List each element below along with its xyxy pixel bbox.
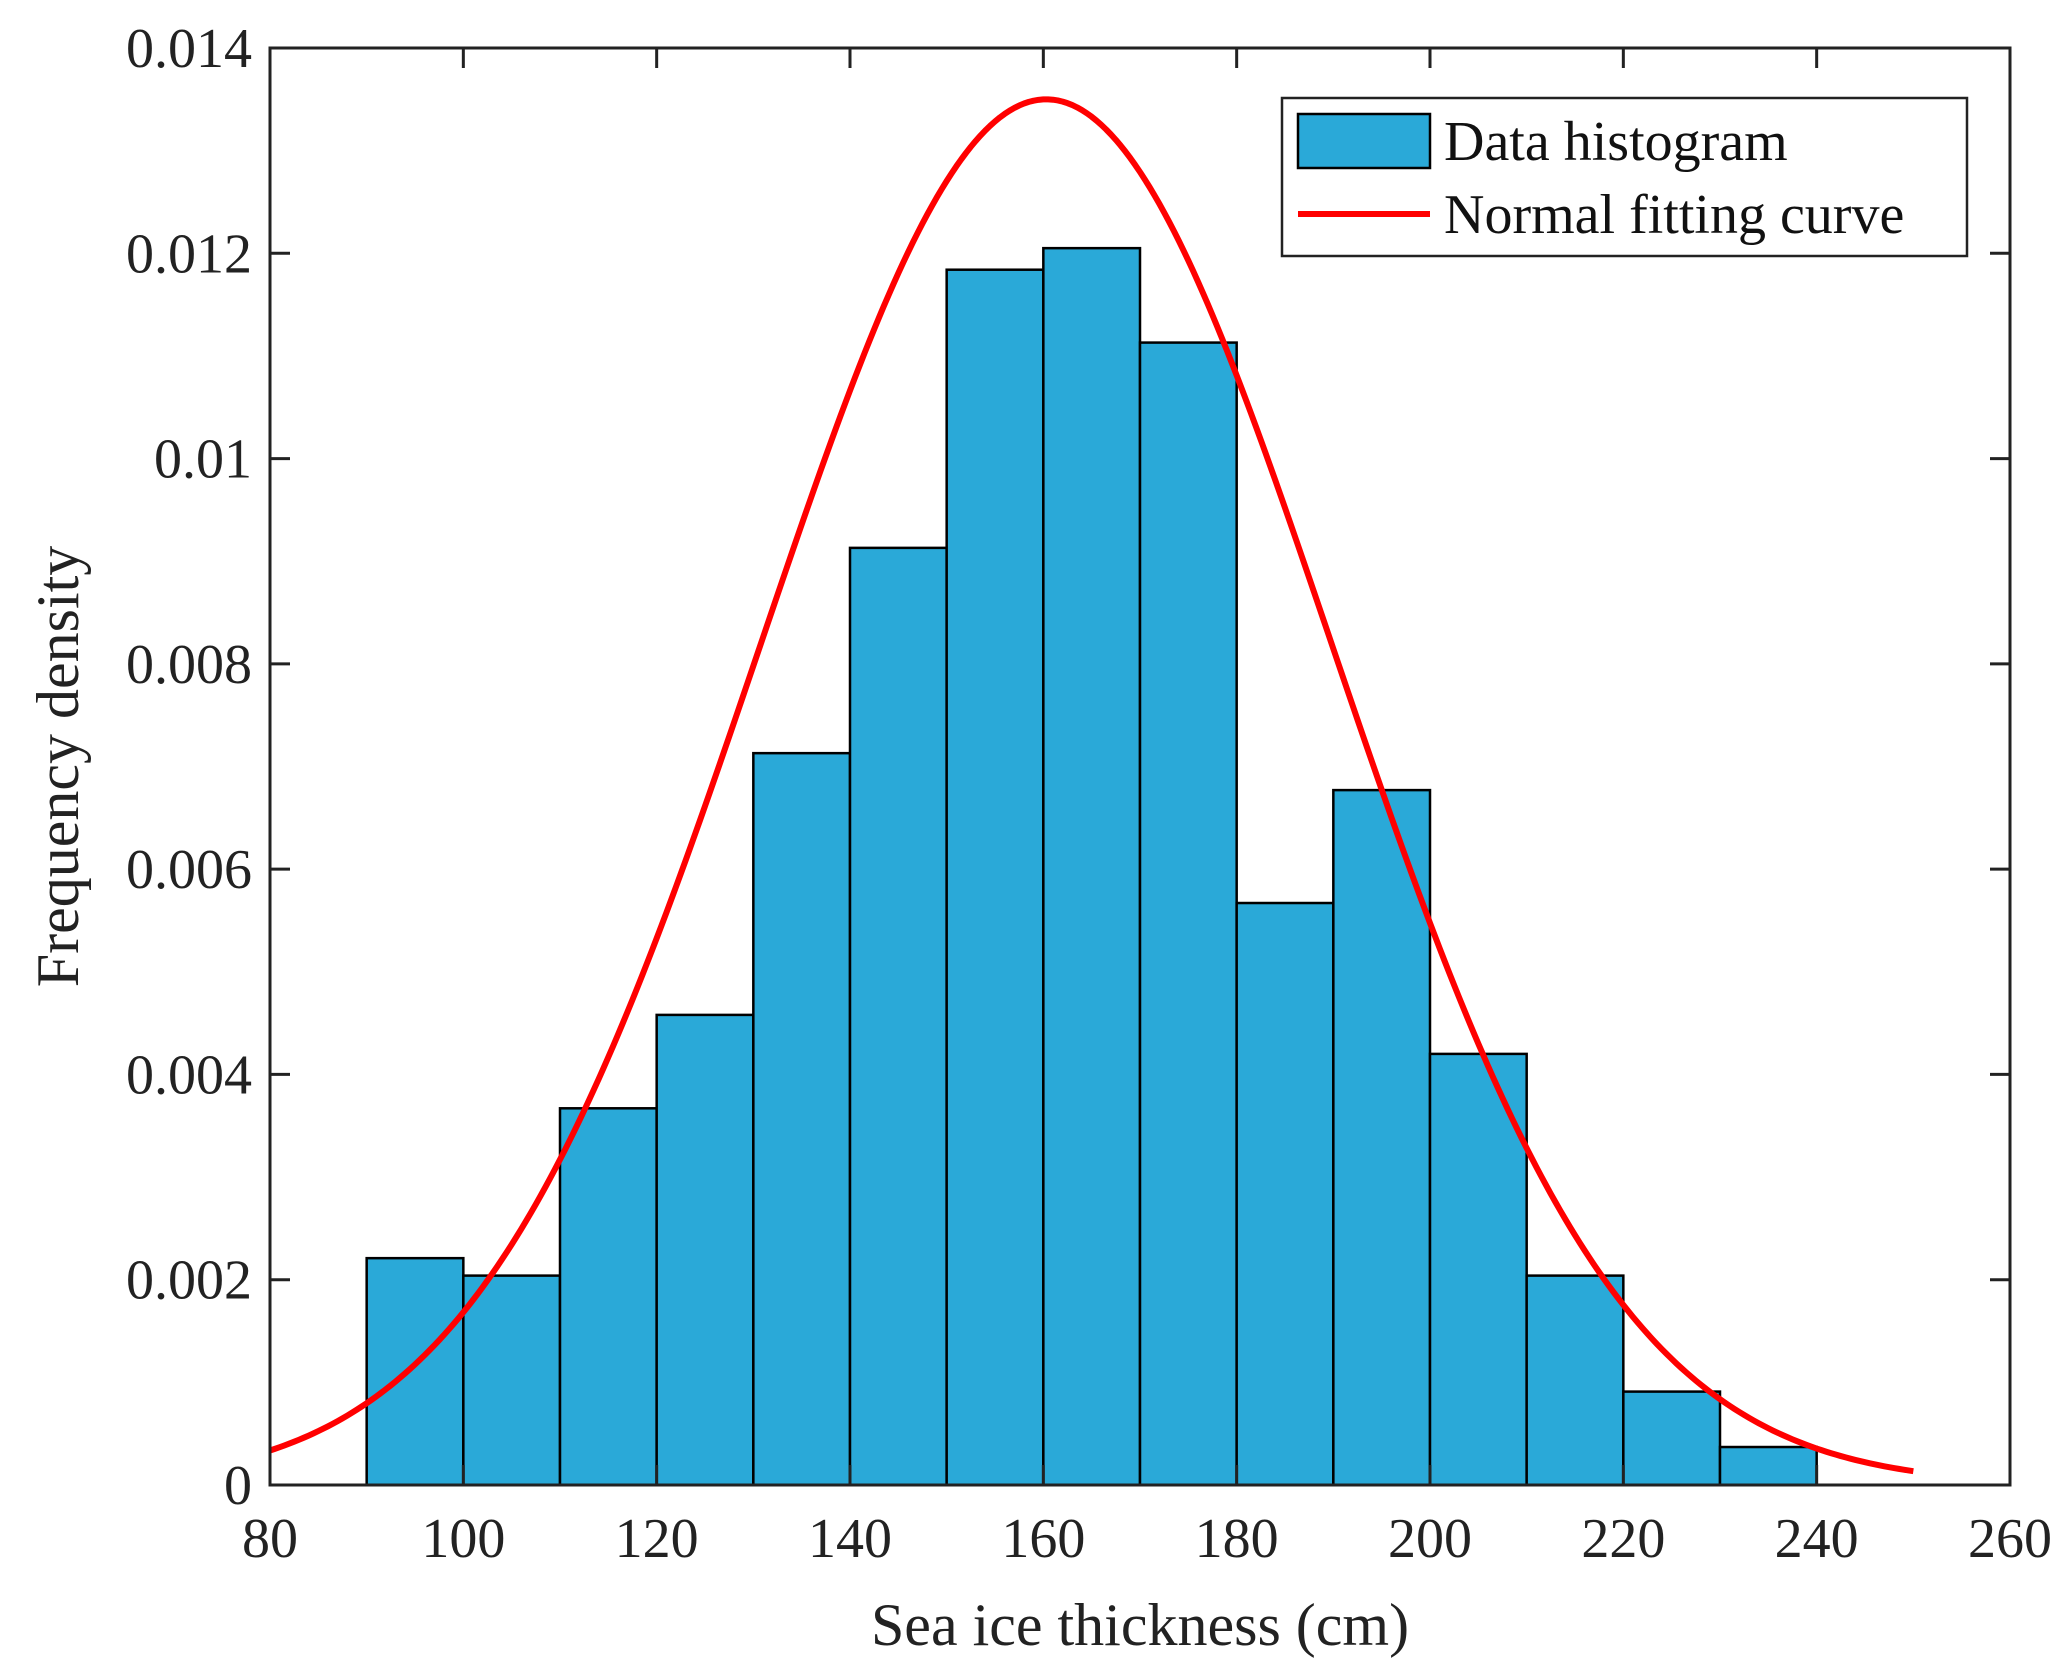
x-tick-label: 100 [421, 1508, 505, 1570]
y-tick-label: 0 [224, 1455, 252, 1517]
histogram-bar [1622, 1390, 1722, 1487]
y-tick-label: 0.012 [126, 223, 252, 285]
y-tick-label: 0.002 [126, 1250, 252, 1312]
y-tick-label: 0.014 [126, 18, 252, 80]
histogram-bar [1138, 341, 1238, 1487]
legend-swatch-histogram [1296, 112, 1432, 170]
y-tick-label: 0.01 [154, 429, 252, 491]
x-tick-label: 140 [808, 1508, 892, 1570]
histogram-bar [558, 1107, 658, 1487]
histogram-bar [752, 751, 852, 1487]
x-tick-label: 220 [1581, 1508, 1665, 1570]
histogram-bar [1235, 901, 1335, 1487]
y-axis-label: Frequency density [25, 546, 91, 988]
plot-frame [268, 46, 2012, 1487]
x-tick-label: 160 [1001, 1508, 1085, 1570]
histogram-bar [365, 1256, 465, 1487]
x-tick-label: 80 [242, 1508, 298, 1570]
histogram-bar [848, 546, 948, 1487]
normal-fitting-curve [269, 96, 1914, 1475]
histogram-bar [1332, 788, 1432, 1487]
legend-label-curve: Normal fitting curve [1444, 184, 1904, 246]
histogram-bar [1428, 1052, 1528, 1487]
histogram-bar [945, 268, 1045, 1487]
y-tick-label: 0.004 [126, 1044, 252, 1106]
x-tick-label: 180 [1195, 1508, 1279, 1570]
histogram-bar [1042, 246, 1142, 1487]
histogram-bar [1718, 1445, 1818, 1487]
histogram-bar [1525, 1274, 1625, 1487]
y-tick-label: 0.006 [126, 839, 252, 901]
y-tick-label: 0.008 [126, 634, 252, 696]
legend-label-histogram: Data histogram [1444, 111, 1788, 173]
histogram-bar [462, 1274, 562, 1487]
x-axis-label: Sea ice thickness (cm) [871, 1592, 1409, 1658]
histogram-bar [655, 1013, 755, 1487]
x-tick-label: 240 [1775, 1508, 1859, 1570]
x-tick-label: 120 [615, 1508, 699, 1570]
x-tick-label: 200 [1388, 1508, 1472, 1570]
x-tick-label: 260 [1968, 1508, 2052, 1570]
